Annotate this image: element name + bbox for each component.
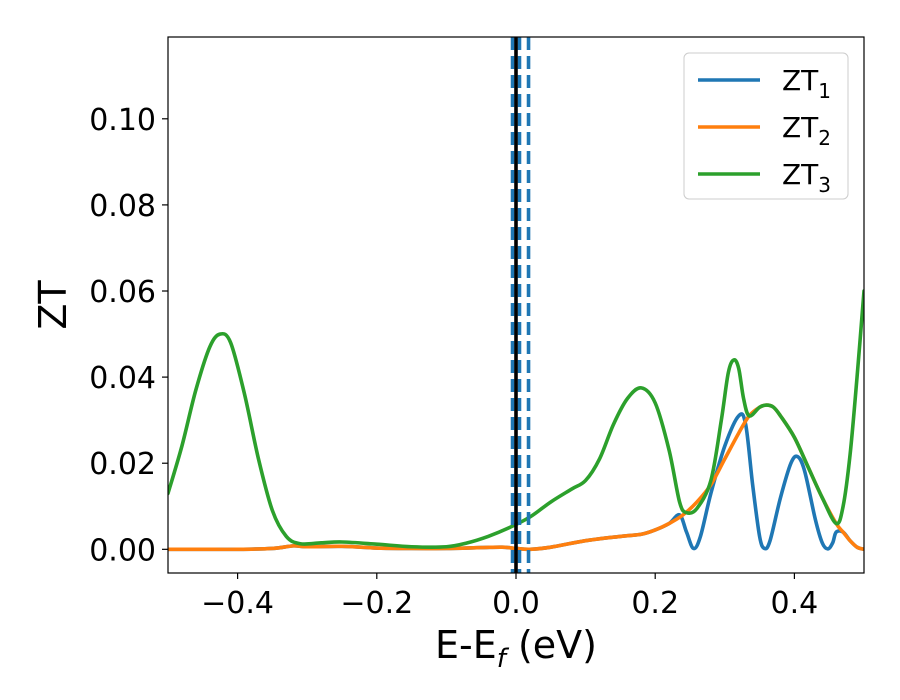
x-tick-label: −0.4 [201,586,274,621]
x-tick-label: 0.0 [492,586,540,621]
y-axis-title: ZT [31,280,75,330]
x-tick-label: 0.2 [631,586,679,621]
x-tick-label: 0.4 [771,586,819,621]
y-axis-ticks: 0.00 0.02 0.04 0.06 0.08 0.10 [89,103,168,568]
reference-lines [510,37,531,573]
series-line-zt3 [168,289,864,549]
y-tick-label: 0.02 [89,447,156,482]
x-axis-title: E-Ef (eV) [435,623,597,674]
x-axis-title-unit: (eV) [506,623,597,667]
y-tick-label: 0.08 [89,189,156,224]
y-tick-label: 0.06 [89,275,156,310]
x-axis-ticks: −0.4 −0.2 0.0 0.2 0.4 [201,573,818,621]
y-tick-label: 0.04 [89,361,156,396]
legend-label-zt2: ZT2 [782,111,831,150]
legend-box [683,52,849,200]
x-tick-label: −0.2 [340,586,413,621]
y-tick-label: 0.10 [89,103,156,138]
y-tick-label: 0.00 [89,533,156,568]
series-layer [168,289,864,552]
